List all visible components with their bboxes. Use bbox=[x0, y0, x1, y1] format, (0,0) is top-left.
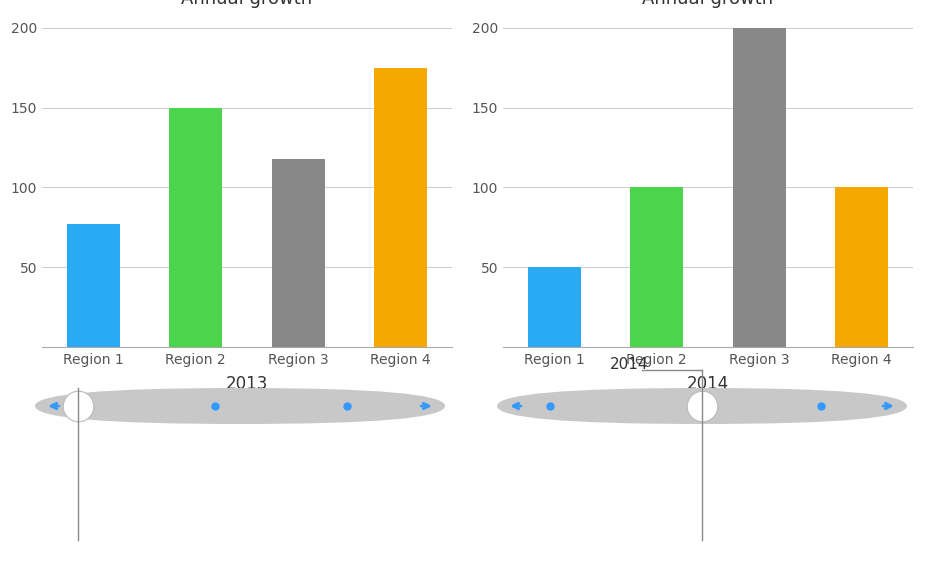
Bar bbox=[374, 68, 427, 347]
Bar bbox=[528, 267, 581, 347]
Bar bbox=[67, 224, 120, 347]
FancyBboxPatch shape bbox=[35, 388, 445, 424]
Title: Annual growth: Annual growth bbox=[642, 0, 774, 7]
Text: 2014: 2014 bbox=[610, 357, 649, 372]
Bar bbox=[272, 159, 325, 347]
FancyBboxPatch shape bbox=[497, 388, 907, 424]
Title: Annual growth: Annual growth bbox=[182, 0, 313, 7]
Bar bbox=[835, 187, 888, 347]
Bar bbox=[630, 187, 683, 347]
Bar bbox=[733, 28, 786, 347]
X-axis label: 2013: 2013 bbox=[226, 375, 268, 393]
X-axis label: 2014: 2014 bbox=[687, 375, 729, 393]
Bar bbox=[169, 108, 223, 347]
